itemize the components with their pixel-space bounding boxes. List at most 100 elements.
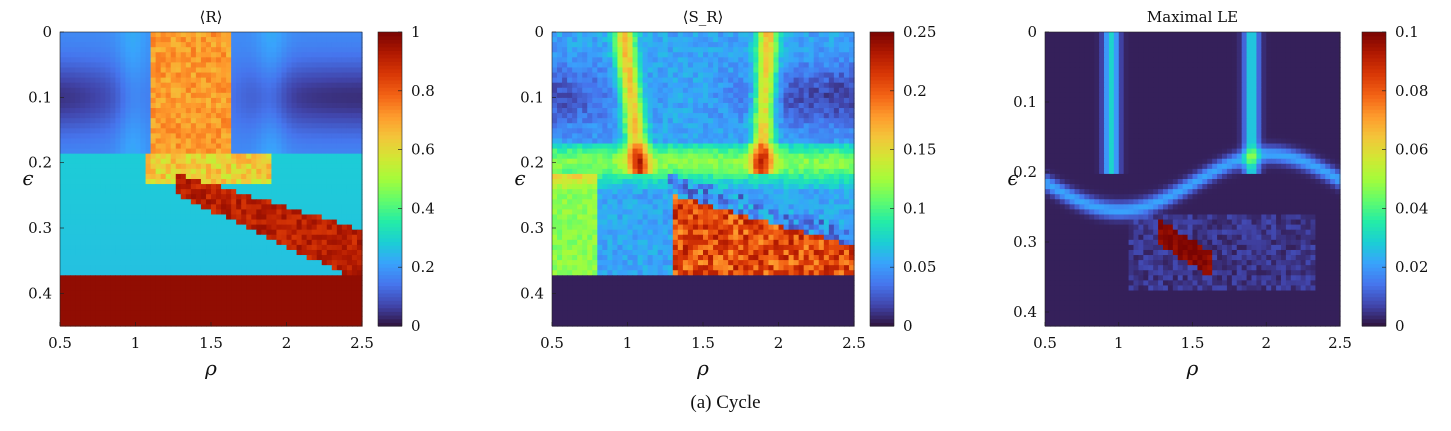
heatmap-cell: [75, 255, 81, 261]
heatmap-cell: [195, 270, 202, 276]
heatmap-cell: [65, 290, 71, 297]
heatmap-cell: [145, 173, 152, 180]
heatmap-cell: [221, 184, 227, 190]
heatmap-cell: [723, 57, 729, 64]
heatmap-cell: [662, 67, 669, 74]
heatmap-cell: [110, 214, 116, 221]
heatmap-cell: [667, 143, 674, 150]
heatmap-cell: [708, 77, 714, 84]
heatmap-cell: [246, 229, 252, 236]
heatmap-cell: [276, 265, 283, 271]
heatmap-cell: [803, 47, 810, 53]
heatmap-cell: [848, 118, 855, 124]
heatmap-cell: [291, 77, 298, 84]
heatmap-cell: [221, 290, 227, 297]
heatmap-cell: [838, 118, 845, 124]
heatmap-cell: [306, 123, 313, 129]
heatmap-cell: [838, 42, 845, 48]
heatmap-cell: [637, 143, 644, 150]
heatmap-cell: [733, 143, 739, 150]
heatmap-cell: [211, 37, 217, 43]
heatmap-cell: [703, 92, 709, 99]
heatmap-cell: [125, 265, 132, 271]
heatmap-cell: [276, 123, 283, 129]
heatmap-cell: [65, 184, 71, 190]
heatmap-cell: [135, 32, 142, 38]
heatmap-cell: [346, 189, 353, 195]
heatmap-cell: [261, 133, 267, 140]
heatmap-cell: [251, 249, 257, 256]
heatmap-cell: [216, 108, 222, 114]
heatmap-cell: [286, 72, 293, 79]
heatmap-cell: [216, 113, 222, 119]
heatmap-cell: [316, 102, 323, 109]
heatmap-cell: [291, 52, 298, 58]
heatmap-cell: [120, 118, 127, 124]
heatmap-cell: [276, 102, 283, 109]
heatmap-cell: [687, 133, 694, 140]
heatmap-cell: [175, 57, 182, 64]
heatmap-cell: [657, 77, 664, 84]
heatmap-cell: [351, 102, 358, 109]
heatmap-cell: [793, 57, 800, 64]
heatmap-cell: [281, 204, 288, 211]
heatmap-cell: [70, 77, 76, 84]
colorbar-swatch: [378, 57, 402, 62]
heatmap-cell: [326, 102, 333, 109]
heatmap-cell: [768, 77, 775, 84]
heatmap-cell: [808, 123, 815, 129]
heatmap-cell: [236, 249, 242, 256]
heatmap-cell: [105, 102, 111, 109]
heatmap-cell: [261, 92, 267, 99]
heatmap-cell: [271, 315, 278, 322]
heatmap-cell: [627, 52, 634, 58]
heatmap-cell: [296, 310, 303, 317]
heatmap-cell: [652, 82, 659, 89]
heatmap-cell: [311, 255, 318, 261]
heatmap-cell: [195, 32, 202, 38]
heatmap-cell: [125, 315, 132, 322]
heatmap-cell: [115, 280, 121, 287]
heatmap-cell: [692, 47, 699, 53]
heatmap-cell: [281, 67, 288, 74]
heatmap-cell: [100, 72, 106, 79]
heatmap-cell: [241, 229, 247, 236]
heatmap-cell: [743, 42, 749, 48]
heatmap-cell: [85, 97, 91, 104]
heatmap-cell: [718, 52, 724, 58]
heatmap-cell: [160, 315, 167, 322]
heatmap-cell: [211, 239, 217, 246]
heatmap-cell: [160, 234, 167, 241]
heatmap-cell: [65, 204, 71, 211]
heatmap-cell: [180, 158, 187, 165]
heatmap-cell: [356, 194, 363, 200]
heatmap-cell: [100, 148, 106, 155]
heatmap-cell: [351, 239, 358, 246]
heatmap-cell: [783, 133, 790, 140]
heatmap-cell: [346, 305, 353, 312]
heatmap-cell: [145, 320, 152, 327]
heatmap-cell: [170, 310, 177, 317]
heatmap-cell: [301, 158, 308, 165]
heatmap-cell: [823, 143, 830, 150]
heatmap-cell: [718, 133, 724, 140]
heatmap-cell: [607, 32, 613, 38]
heatmap-cell: [65, 97, 71, 104]
heatmap-cell: [246, 32, 252, 38]
heatmap-cell: [296, 255, 303, 261]
heatmap-cell: [211, 47, 217, 53]
heatmap-cell: [155, 108, 162, 114]
heatmap-cell: [145, 184, 152, 190]
heatmap-cell: [135, 143, 142, 150]
heatmap-cell: [246, 143, 252, 150]
heatmap-cell: [236, 47, 242, 53]
heatmap-cell: [336, 295, 343, 302]
heatmap-cell: [793, 72, 800, 79]
heatmap-cell: [125, 108, 132, 114]
heatmap-cell: [241, 52, 247, 58]
heatmap-cell: [577, 32, 583, 38]
heatmap-cell: [155, 158, 162, 165]
heatmap-cell: [251, 113, 257, 119]
heatmap-cell: [838, 133, 845, 140]
heatmap-cell: [291, 118, 298, 124]
